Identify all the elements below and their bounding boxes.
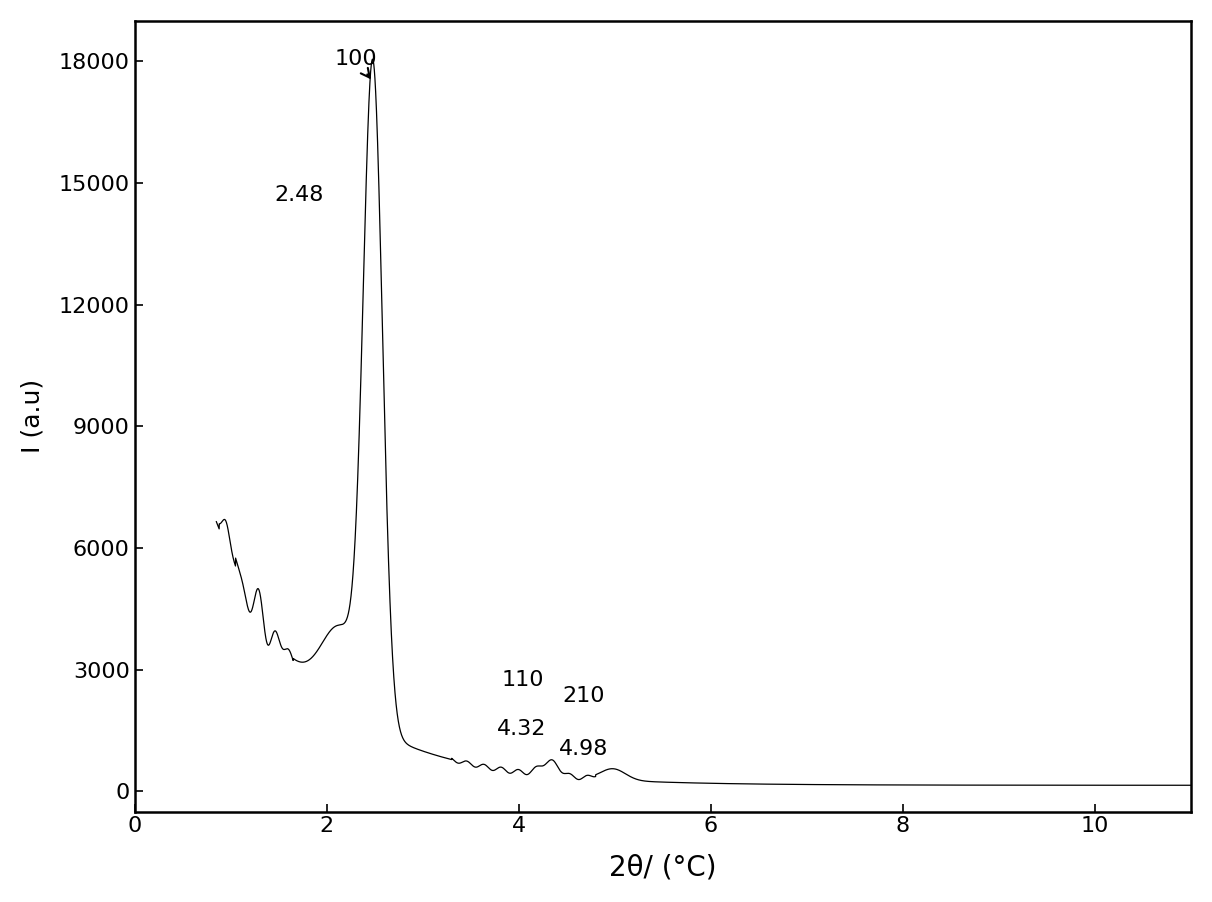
Text: 4.32: 4.32 — [497, 719, 547, 739]
Text: 210: 210 — [562, 686, 605, 706]
Text: 100: 100 — [335, 50, 377, 78]
Text: 4.98: 4.98 — [559, 739, 608, 759]
Text: 110: 110 — [502, 670, 544, 690]
Text: 2.48: 2.48 — [274, 185, 324, 206]
X-axis label: 2θ/ (°C): 2θ/ (°C) — [610, 853, 716, 881]
Y-axis label: I (a.u): I (a.u) — [21, 379, 45, 454]
